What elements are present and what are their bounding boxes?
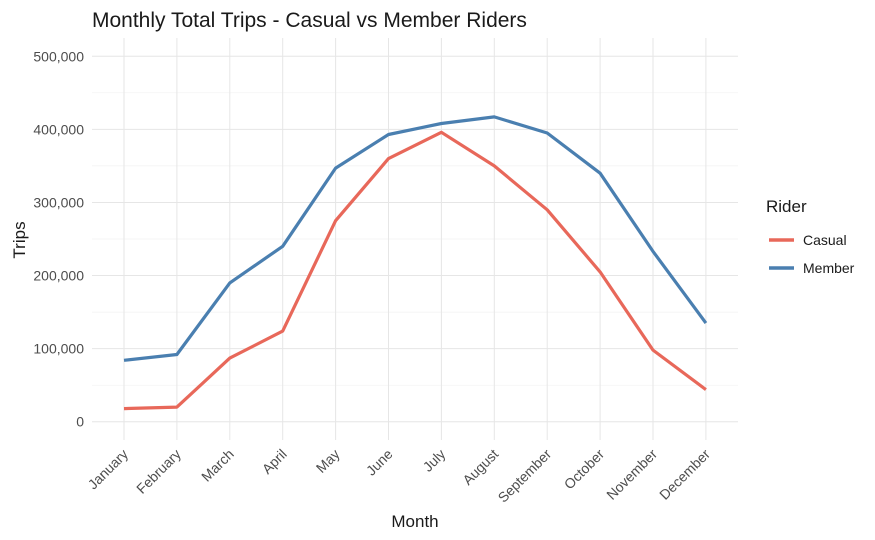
x-axis-title: Month bbox=[391, 512, 438, 531]
chart-title: Monthly Total Trips - Casual vs Member R… bbox=[92, 9, 527, 32]
x-tick-label: May bbox=[313, 446, 343, 476]
x-tick-label: January bbox=[85, 446, 132, 493]
x-tick-label: April bbox=[259, 446, 290, 477]
x-tick-label: October bbox=[561, 446, 608, 493]
legend-title: Rider bbox=[766, 197, 807, 216]
legend-label-member: Member bbox=[803, 260, 855, 276]
x-tick-label: July bbox=[420, 446, 449, 475]
x-tick-label: December bbox=[656, 446, 713, 503]
y-tick-label: 0 bbox=[76, 414, 84, 430]
series-line-casual bbox=[123, 130, 707, 411]
y-tick-label: 500,000 bbox=[33, 48, 84, 64]
legend-items: Casual Member bbox=[769, 232, 855, 276]
x-tick-label: June bbox=[363, 446, 396, 479]
x-axis-ticks: January February March April May June July Augu… bbox=[85, 446, 714, 506]
x-tick-label: August bbox=[459, 446, 501, 488]
grid bbox=[92, 38, 738, 440]
y-tick-label: 200,000 bbox=[33, 268, 84, 284]
series-line-member bbox=[123, 115, 708, 362]
y-tick-label: 300,000 bbox=[33, 194, 84, 210]
y-tick-label: 100,000 bbox=[33, 341, 84, 357]
y-axis-title: Trips bbox=[10, 221, 29, 258]
y-axis-ticks: 0 100,000 200,000 300,000 400,000 500,000 bbox=[33, 48, 84, 429]
x-tick-label: March bbox=[198, 446, 237, 485]
legend-label-casual: Casual bbox=[803, 232, 847, 248]
x-tick-label: September bbox=[495, 446, 555, 506]
series-lines bbox=[123, 115, 708, 411]
legend: Rider Casual Member bbox=[766, 197, 855, 276]
y-tick-label: 400,000 bbox=[33, 121, 84, 137]
x-tick-label: November bbox=[603, 446, 660, 503]
x-tick-label: February bbox=[133, 446, 184, 497]
